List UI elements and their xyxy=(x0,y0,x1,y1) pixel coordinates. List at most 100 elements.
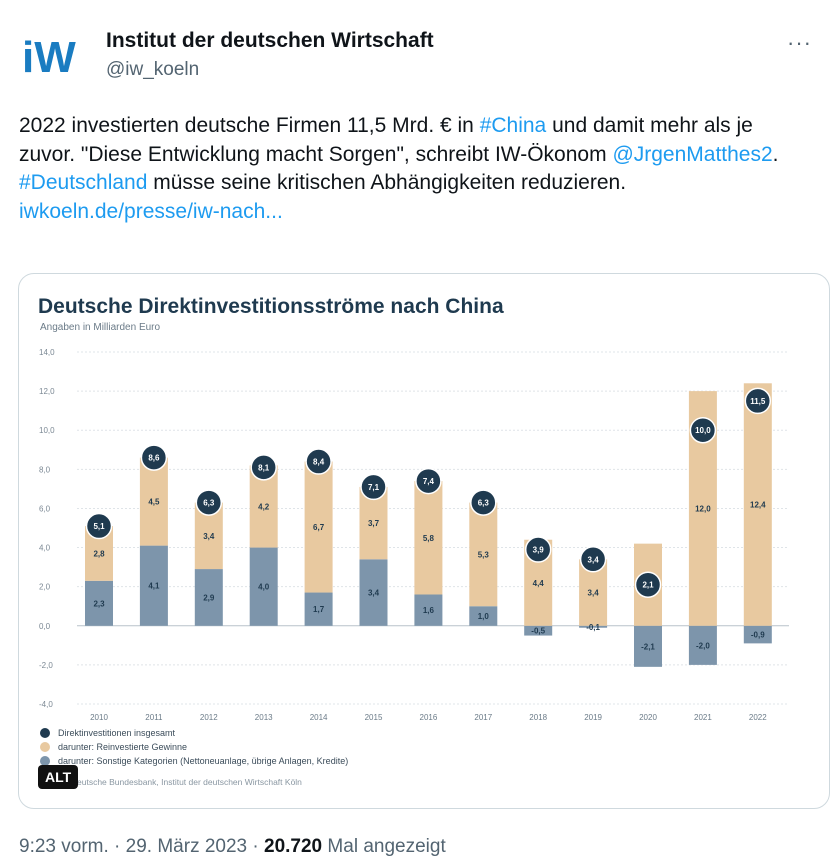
x-tick-label: 2022 xyxy=(749,713,767,722)
label-reinvested: 5,8 xyxy=(423,534,435,543)
bar-other xyxy=(743,625,772,644)
y-tick-label: 12,0 xyxy=(39,387,55,396)
bar-other xyxy=(249,547,278,626)
x-tick-label: 2018 xyxy=(529,713,547,722)
chart-source: eutsche Bundesbank, Institut der deutsch… xyxy=(77,777,302,787)
label-total: 8,6 xyxy=(148,454,160,463)
label-other: -2,1 xyxy=(641,642,655,651)
label-other: 3,4 xyxy=(368,589,380,598)
x-tick-label: 2011 xyxy=(145,713,163,722)
label-other: 2,3 xyxy=(93,599,105,608)
label-total: 3,9 xyxy=(533,546,545,555)
bar-other xyxy=(579,625,608,628)
legend-label: Direktinvestitionen insgesamt xyxy=(58,728,176,738)
x-tick-label: 2015 xyxy=(365,713,383,722)
label-reinvested: 3,4 xyxy=(588,589,600,598)
media-card[interactable]: -4,0 -2,0 0,0 2,0 4,0 6,0 8,0 10,0 12,0 14,0 2,3 2,… xyxy=(18,273,830,809)
x-tick-label: 2013 xyxy=(255,713,273,722)
total-marker xyxy=(415,467,442,495)
bar-other xyxy=(524,625,553,636)
bar-other xyxy=(634,625,662,667)
x-tick-label: 2017 xyxy=(474,713,492,722)
label-reinvested: 12,0 xyxy=(695,504,711,513)
legend-label: darunter: Reinvestierte Gewinne xyxy=(58,742,188,752)
x-tick-label: 2021 xyxy=(694,713,712,722)
label-other: 1,7 xyxy=(313,605,325,614)
bar-reinvested xyxy=(304,461,333,593)
bar-reinvested xyxy=(414,481,443,595)
chart-title: Deutsche Direktinvestitionsströme nach C… xyxy=(38,295,504,318)
label-other: -0,1 xyxy=(586,623,600,632)
hashtag-deutschland-link[interactable]: #Deutschland xyxy=(19,171,148,194)
label-total: 11,5 xyxy=(750,397,766,406)
label-other: 2,9 xyxy=(203,593,215,602)
tweet-text: 2022 investierten deutsche Firmen 11,5 M… xyxy=(19,112,809,226)
y-tick-label: 10,0 xyxy=(39,426,55,435)
label-total: 8,1 xyxy=(258,463,270,472)
author-block[interactable]: Institut der deutschen Wirtschaft @iw_ko… xyxy=(106,28,434,83)
mention-link[interactable]: @JrgenMatthes2 xyxy=(612,142,773,166)
label-reinvested: 4,2 xyxy=(258,502,270,511)
label-reinvested: 12,4 xyxy=(750,501,766,510)
legend-label: darunter: Sonstige Kategorien (Nettoneua… xyxy=(58,756,349,766)
legend-swatch-blue xyxy=(40,756,50,766)
alt-text-button[interactable]: ALT xyxy=(38,765,79,789)
y-tick-label: 14,0 xyxy=(39,348,55,357)
total-marker xyxy=(744,387,772,415)
label-other: 4,1 xyxy=(148,582,160,591)
y-tick-label: 6,0 xyxy=(39,504,51,513)
legend-item: darunter: Sonstige Kategorien (Nettoneua… xyxy=(40,754,348,768)
author-handle[interactable]: @iw_koeln xyxy=(106,59,200,80)
tweet-text-part: und damit mehr als je zuvor. "Diese Entw… xyxy=(19,114,753,166)
label-total: 10,0 xyxy=(695,426,711,435)
bar-other xyxy=(194,569,223,626)
tweet-date[interactable]: 29. März 2023 xyxy=(125,836,248,857)
label-total: 7,1 xyxy=(368,483,380,492)
y-tick-label: 0,0 xyxy=(39,622,51,631)
label-total: 6,3 xyxy=(203,499,215,508)
label-other: 1,0 xyxy=(478,612,490,621)
chart-subtitle: Angaben in Milliarden Euro xyxy=(40,322,161,333)
x-tick-label: 2010 xyxy=(90,713,108,722)
bar-other xyxy=(85,580,113,626)
label-total: 2,1 xyxy=(642,581,654,590)
total-marker xyxy=(140,444,168,471)
bar-other xyxy=(359,559,388,626)
bar-reinvested xyxy=(743,383,772,626)
label-other: -0,9 xyxy=(751,631,765,640)
tweet-text-part: 2022 investierten deutsche Firmen 11,5 M… xyxy=(19,114,480,137)
bar-reinvested xyxy=(139,457,168,546)
total-marker xyxy=(195,489,223,516)
view-count: 20.720 xyxy=(264,836,323,857)
chart-svg: -4,0 -2,0 0,0 2,0 4,0 6,0 8,0 10,0 12,0 14,0 2,3 2,… xyxy=(39,348,789,722)
label-total: 5,1 xyxy=(93,522,105,531)
label-reinvested: 4,4 xyxy=(533,579,545,588)
x-tick-label: 2012 xyxy=(200,713,218,722)
label-reinvested: 3,4 xyxy=(203,532,215,541)
total-marker xyxy=(579,546,607,573)
legend-item: Direktinvestitionen insgesamt xyxy=(40,726,348,740)
total-marker xyxy=(250,454,277,481)
more-options-icon[interactable]: ··· xyxy=(787,30,812,55)
logo-text: iW xyxy=(22,34,76,78)
x-tick-label: 2016 xyxy=(420,713,438,722)
label-other: 1,6 xyxy=(423,606,435,615)
bar-reinvested xyxy=(469,502,498,607)
label-reinvested: 5,3 xyxy=(478,550,490,559)
tweet-time[interactable]: 9:23 vorm. xyxy=(19,836,109,857)
legend-item: darunter: Reinvestierte Gewinne xyxy=(40,740,348,754)
y-tick-label: 4,0 xyxy=(39,544,51,553)
hashtag-china-link[interactable]: #China xyxy=(479,114,547,137)
x-tick-label: 2019 xyxy=(584,713,602,722)
total-marker xyxy=(524,536,552,563)
label-other: -0,5 xyxy=(531,627,545,636)
article-link[interactable]: iwkoeln.de/presse/iw-nach... xyxy=(19,199,283,223)
tweet-text-part: . xyxy=(772,142,779,166)
y-tick-label: -2,0 xyxy=(39,661,53,670)
total-marker xyxy=(470,489,497,516)
x-tick-label: 2014 xyxy=(310,713,328,722)
iw-logo[interactable]: iW xyxy=(22,34,84,78)
label-reinvested: 4,5 xyxy=(148,498,160,507)
author-name[interactable]: Institut der deutschen Wirtschaft xyxy=(106,29,434,52)
bar-other xyxy=(469,606,498,626)
